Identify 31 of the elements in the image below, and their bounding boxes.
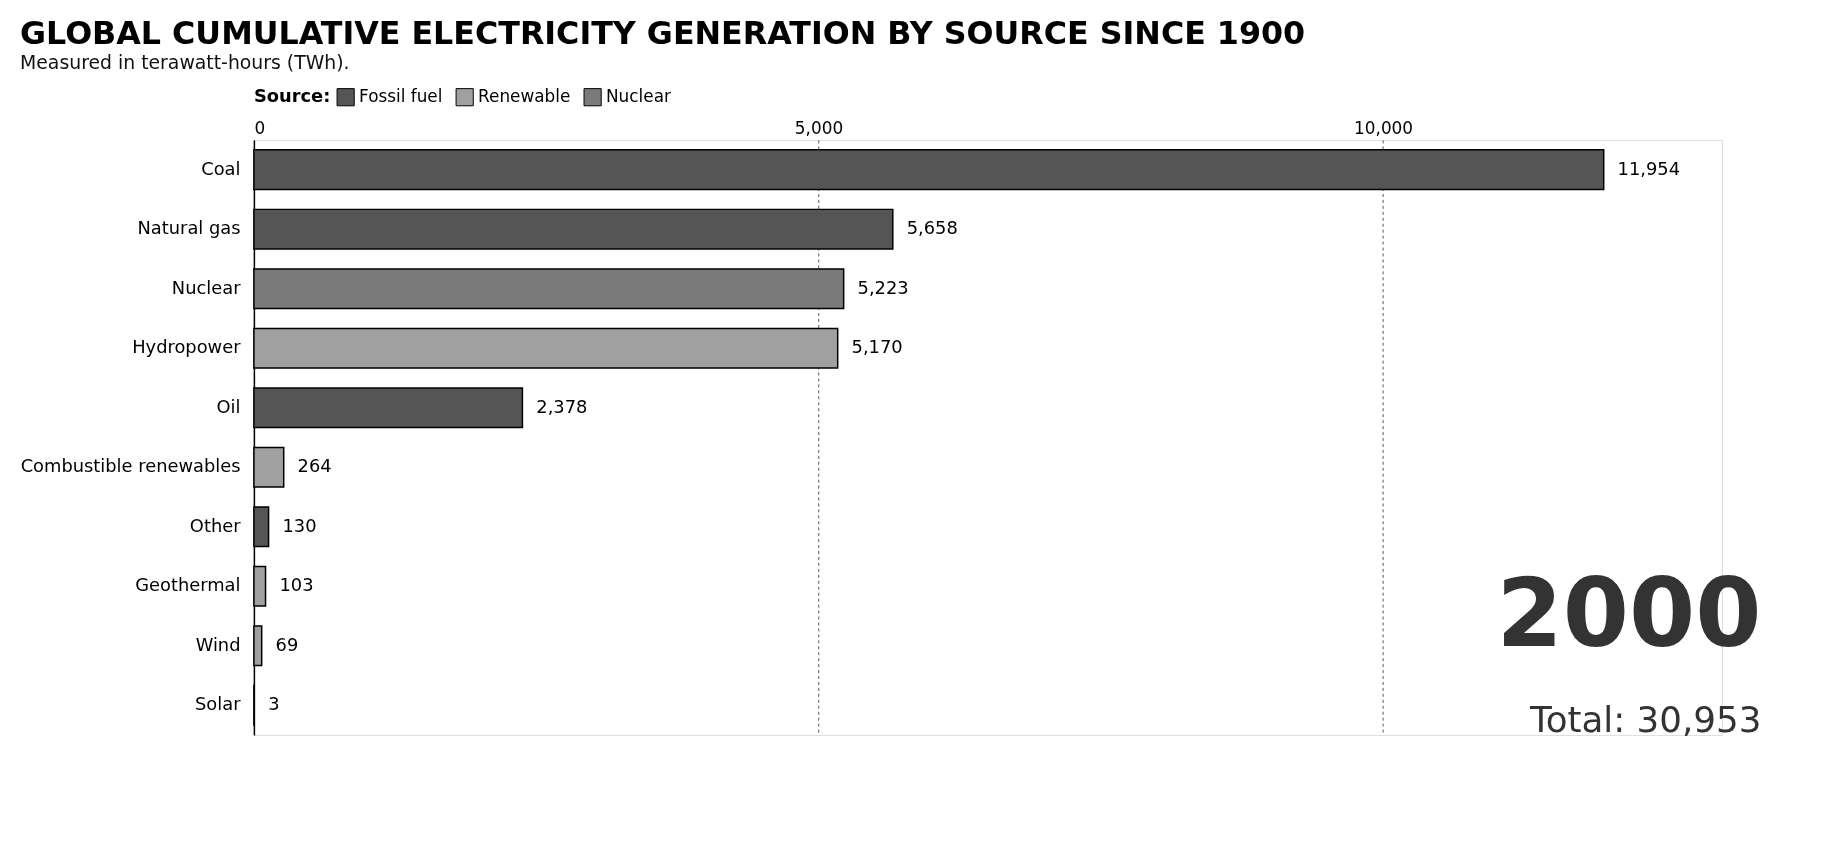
y-tick-label: Solar [195,693,242,715]
y-tick-label: Combustible renewables [20,455,241,477]
data-label: 5,223 [857,276,909,298]
y-tick-label: Natural gas [137,217,241,239]
chart-title: GLOBAL CUMULATIVE ELECTRICITY GENERATION BY SOURCE SINCE 1900 [20,14,1306,51]
data-label: 11,954 [1617,157,1681,179]
data-label: 5,658 [906,217,958,239]
legend-title: Source: [253,85,331,107]
legend-label: Renewable [478,86,571,107]
x-tick-label: 0 [254,118,266,139]
chart-subtitle: Measured in terawatt-hours (TWh). [20,51,350,73]
y-tick-label: Geothermal [135,574,241,596]
y-tick-label: Nuclear [171,276,242,298]
y-tick-label: Other [189,514,242,536]
data-label: 5,170 [851,336,903,358]
y-tick-label: Wind [195,633,241,655]
y-tick-label: Oil [216,395,241,417]
data-label: 69 [275,633,299,655]
annotation: 2000 [1496,557,1762,668]
legend-label: Nuclear [606,86,671,107]
data-label: 103 [279,574,314,596]
data-label: 3 [268,693,280,715]
x-tick-label: 5,000 [794,118,844,139]
data-label: 264 [297,455,332,477]
annotation: Total: 30,953 [1528,699,1762,741]
x-tick-label: 10,000 [1354,118,1414,139]
legend-label: Fossil fuel [359,86,443,107]
data-label: 130 [282,514,317,536]
data-label: 2,378 [536,395,588,417]
y-tick-label: Hydropower [132,336,242,358]
y-tick-label: Coal [201,157,241,179]
